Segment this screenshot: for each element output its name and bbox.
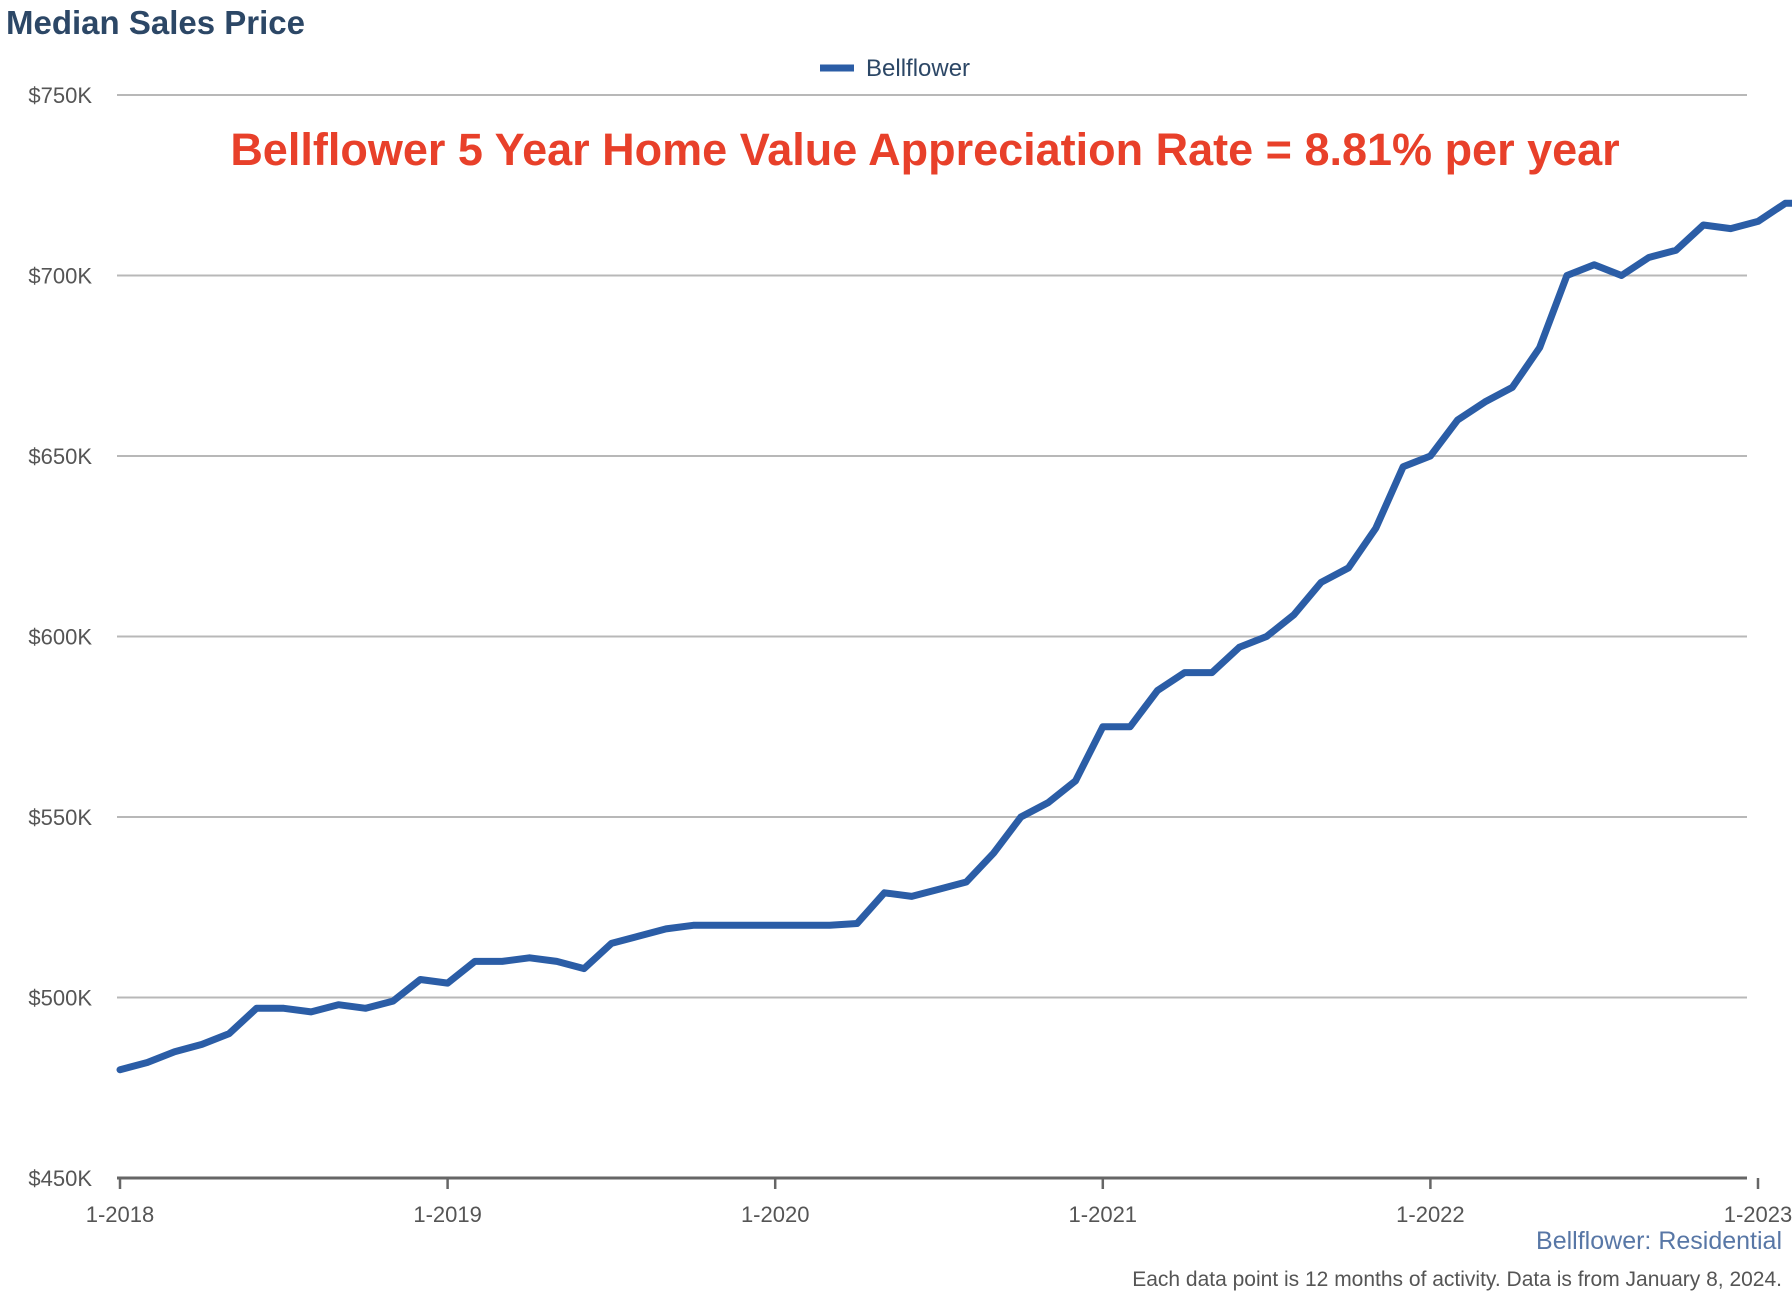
x-tick-label: 1-2018	[86, 1202, 155, 1227]
y-tick-label: $500K	[28, 986, 92, 1011]
x-axis-tick-labels: 1-2018 1-2019 1-2020 1-2021 1-2022 1-2023	[86, 1202, 1792, 1227]
gridlines	[117, 94, 1747, 999]
chart-title: Median Sales Price	[6, 4, 305, 41]
chart-footnote: Each data point is 12 months of activity…	[1132, 1268, 1782, 1291]
y-axis-tick-labels: $450K $500K $550K $600K $650K $700K $750K	[28, 83, 92, 1191]
x-tick-label: 1-2020	[741, 1202, 810, 1227]
legend: Bellflower	[820, 55, 970, 82]
x-tick-label: 1-2022	[1396, 1202, 1465, 1227]
y-tick-label: $750K	[28, 83, 92, 108]
series-line-bellflower	[116, 199, 1792, 1074]
legend-label: Bellflower	[866, 55, 970, 82]
y-tick-label: $650K	[28, 444, 92, 469]
y-tick-label: $700K	[28, 264, 92, 289]
x-tick-label: 1-2019	[413, 1202, 482, 1227]
x-axis	[117, 1176, 1760, 1189]
x-tick-label: 1-2021	[1069, 1202, 1138, 1227]
chart-annotation: Bellflower 5 Year Home Value Appreciatio…	[230, 124, 1619, 175]
y-tick-label: $450K	[28, 1166, 92, 1191]
y-tick-label: $600K	[28, 625, 92, 650]
y-tick-label: $550K	[28, 805, 92, 830]
x-tick-label: 1-2023	[1724, 1202, 1792, 1227]
series-layer	[116, 199, 1792, 1074]
chart-source-label: Bellflower: Residential	[1536, 1227, 1782, 1255]
